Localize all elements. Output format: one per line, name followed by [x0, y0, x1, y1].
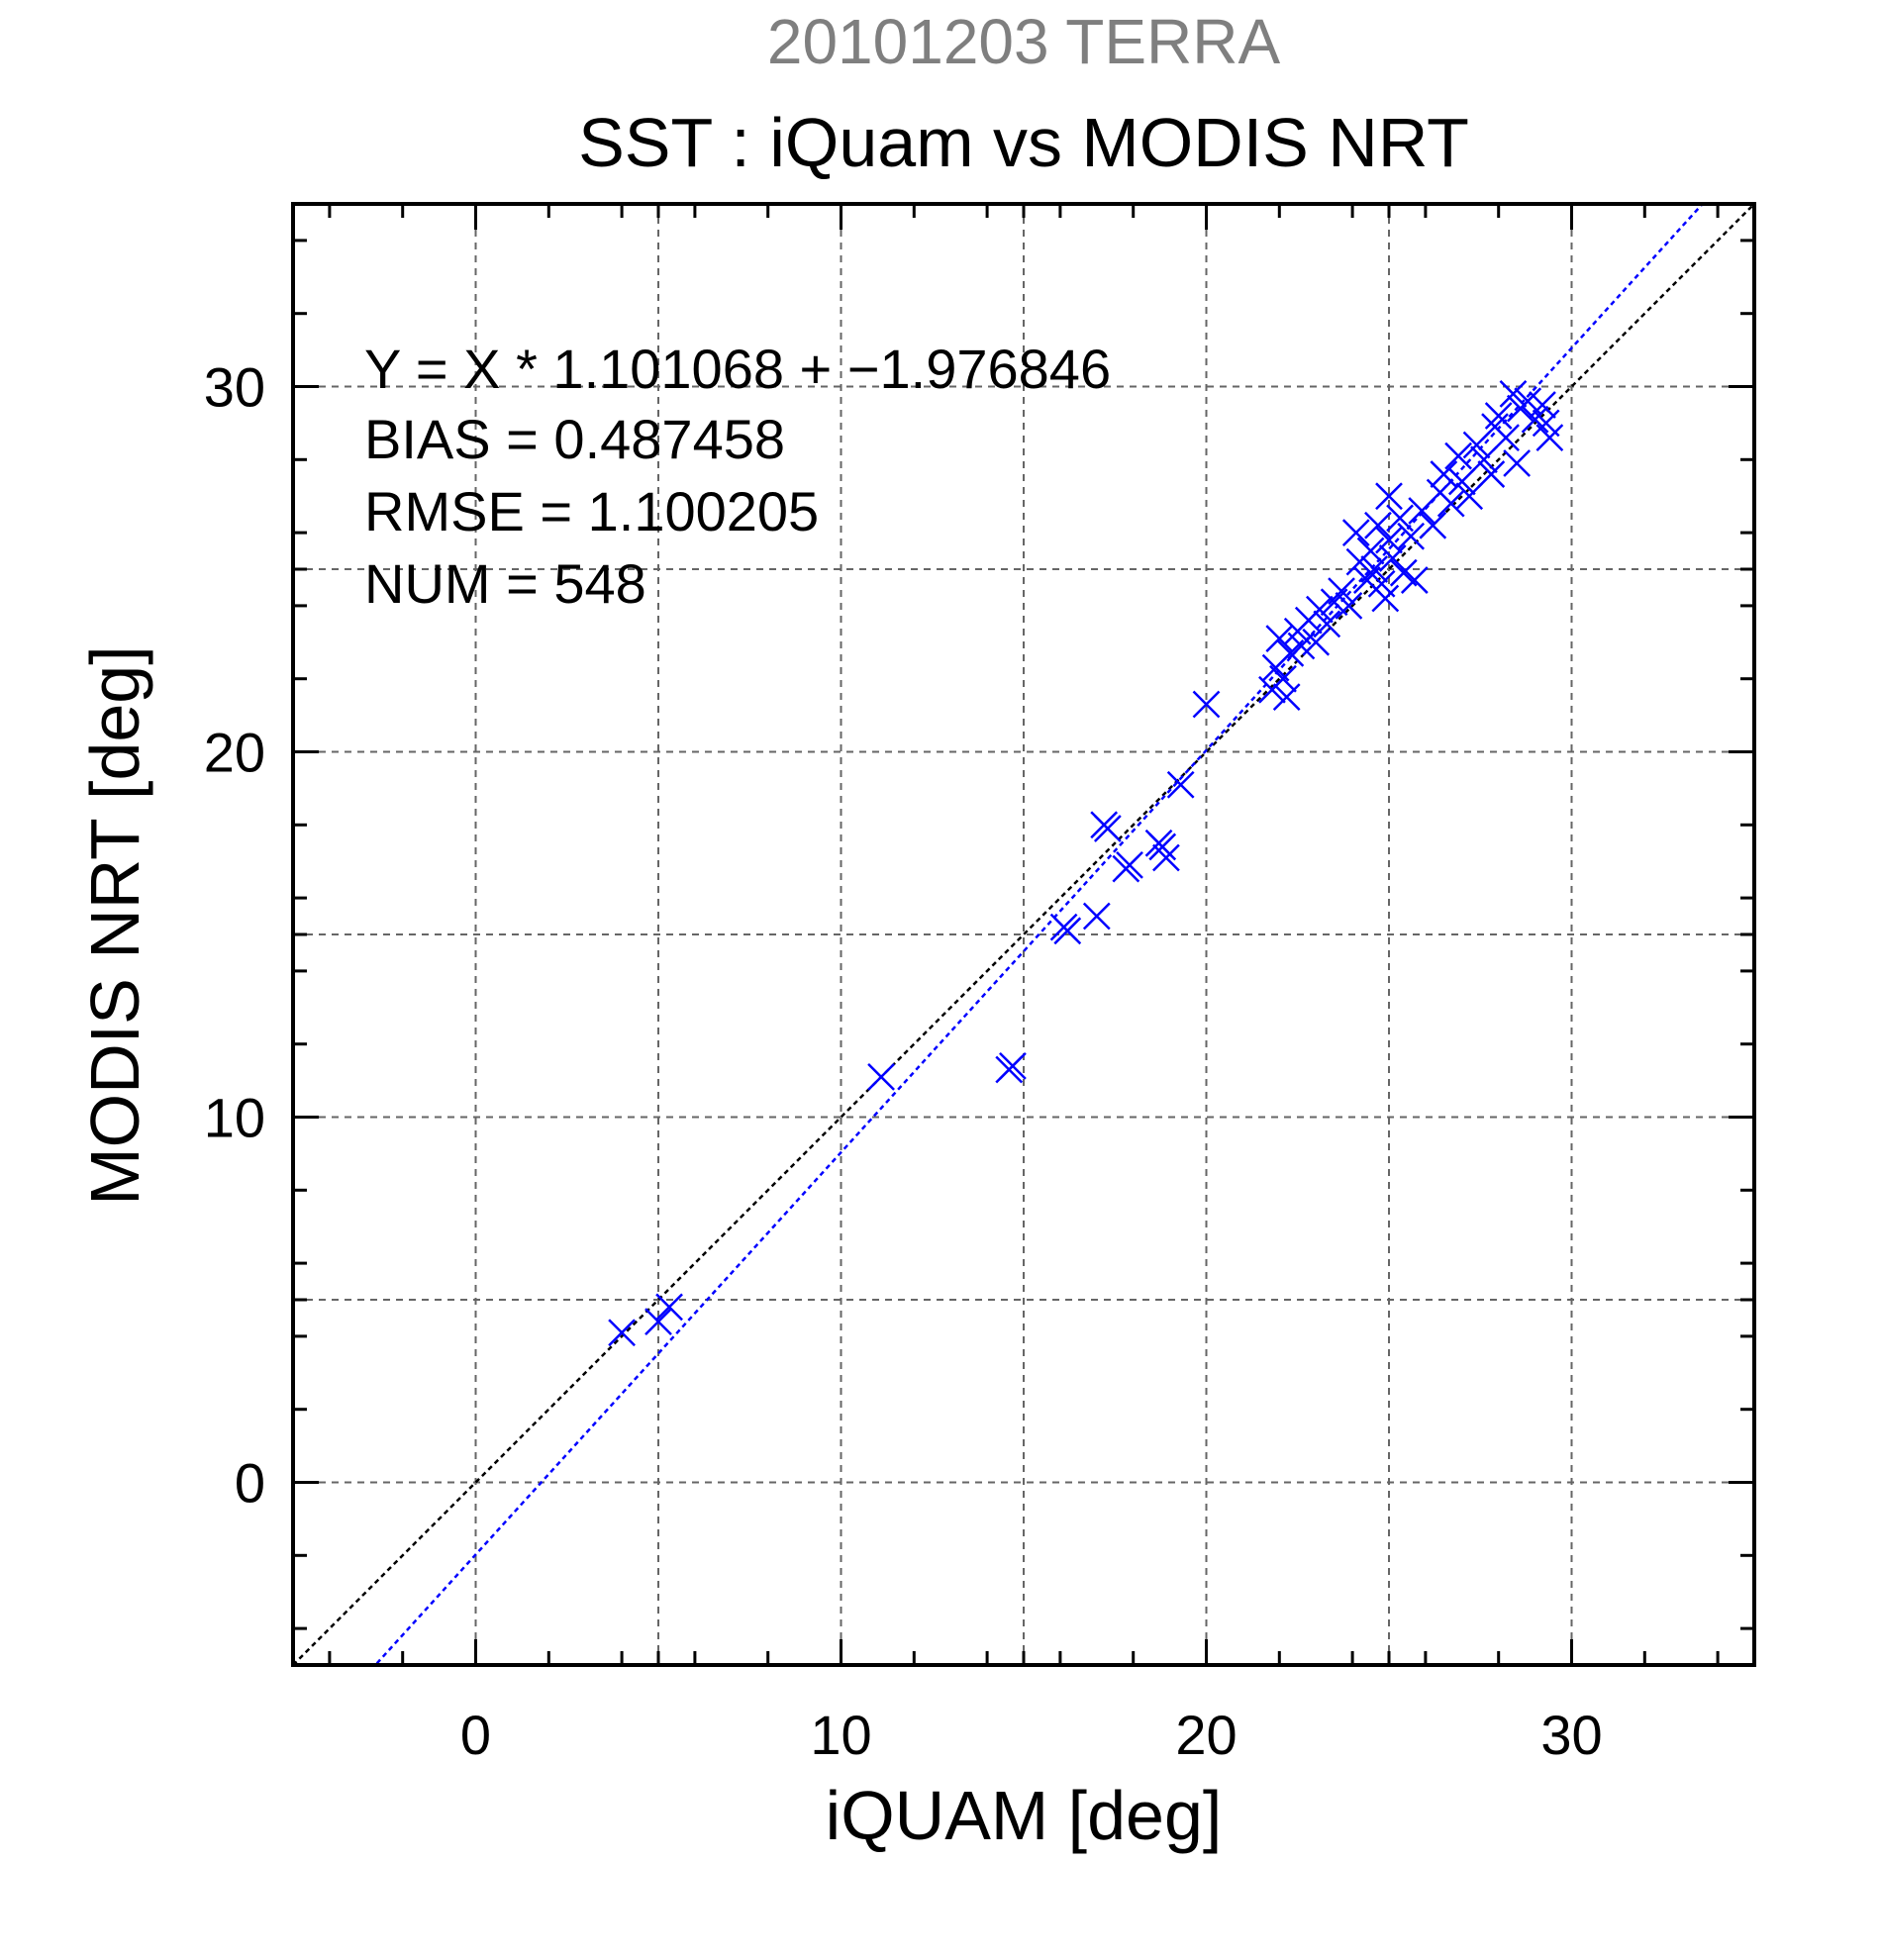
- data-point: [644, 1308, 672, 1336]
- y-axis-label: MODIS NRT [deg]: [76, 645, 153, 1205]
- data-point: [1053, 917, 1082, 945]
- data-point: [1436, 489, 1465, 518]
- tick-labels: 0 10 20 30 0 10 20 30: [204, 356, 1603, 1767]
- data-point: [1378, 544, 1407, 572]
- reference-lines: [293, 204, 1754, 1665]
- data-points: [608, 379, 1564, 1347]
- x-axis-label: iQUAM [deg]: [826, 1777, 1223, 1854]
- x-tick-label: 30: [1540, 1704, 1602, 1766]
- stat-bias: BIAS = 0.487458: [364, 408, 785, 470]
- plot-frame: [291, 202, 1756, 1667]
- data-point: [867, 1063, 895, 1091]
- data-point: [1306, 595, 1334, 624]
- data-point: [1328, 577, 1355, 606]
- data-point: [999, 1051, 1027, 1080]
- data-point: [1356, 537, 1385, 565]
- y-tick-label: 0: [235, 1452, 265, 1515]
- data-point: [1535, 424, 1564, 452]
- data-point: [1444, 441, 1472, 470]
- data-point: [1265, 625, 1294, 652]
- data-point: [655, 1293, 683, 1322]
- chart-supertitle: 20101203 TERRA: [767, 6, 1281, 77]
- data-point: [1341, 519, 1370, 546]
- data-point: [608, 1319, 636, 1347]
- data-point: [1499, 379, 1528, 408]
- data-point: [1492, 424, 1520, 452]
- data-point: [1430, 460, 1458, 488]
- y-tick-label: 30: [204, 356, 265, 419]
- data-point: [1082, 902, 1111, 931]
- data-point: [1192, 690, 1221, 719]
- data-point: [1397, 522, 1426, 550]
- data-point: [1503, 449, 1532, 477]
- data-point: [1521, 405, 1549, 434]
- stat-equation: Y = X * 1.101068 + −1.976846: [364, 338, 1111, 400]
- identity-line: [293, 204, 1754, 1665]
- data-point: [1148, 833, 1177, 861]
- y-tick-label: 20: [204, 722, 265, 784]
- y-tick-label: 10: [204, 1087, 265, 1149]
- data-point: [1375, 482, 1403, 511]
- data-point: [1400, 566, 1429, 594]
- data-point: [1272, 683, 1301, 712]
- data-point: [1313, 610, 1341, 638]
- data-point: [1371, 584, 1400, 613]
- data-point: [1302, 628, 1331, 656]
- stat-rmse: RMSE = 1.100205: [364, 480, 819, 542]
- x-tick-label: 10: [810, 1704, 871, 1766]
- data-point: [1335, 592, 1363, 620]
- data-point: [1477, 460, 1506, 488]
- stat-num: NUM = 548: [364, 552, 646, 615]
- data-point: [1152, 843, 1180, 872]
- x-tick-label: 20: [1175, 1704, 1237, 1766]
- data-point: [1386, 504, 1414, 533]
- data-point: [1364, 511, 1392, 539]
- data-point: [1529, 391, 1556, 419]
- chart-title: SST : iQuam vs MODIS NRT: [578, 104, 1469, 181]
- data-point: [1116, 851, 1143, 879]
- data-point: [1269, 664, 1297, 693]
- data-point: [1166, 770, 1195, 799]
- fit-line: [373, 204, 1705, 1665]
- data-point: [1447, 467, 1476, 496]
- data-point: [1470, 445, 1498, 474]
- data-point: [1455, 482, 1484, 511]
- data-point: [1360, 555, 1389, 583]
- data-point: [1093, 815, 1122, 842]
- axis-ticks: [291, 202, 1756, 1667]
- data-point: [1484, 402, 1513, 430]
- data-point: [1419, 511, 1447, 539]
- x-tick-label: 0: [460, 1704, 491, 1766]
